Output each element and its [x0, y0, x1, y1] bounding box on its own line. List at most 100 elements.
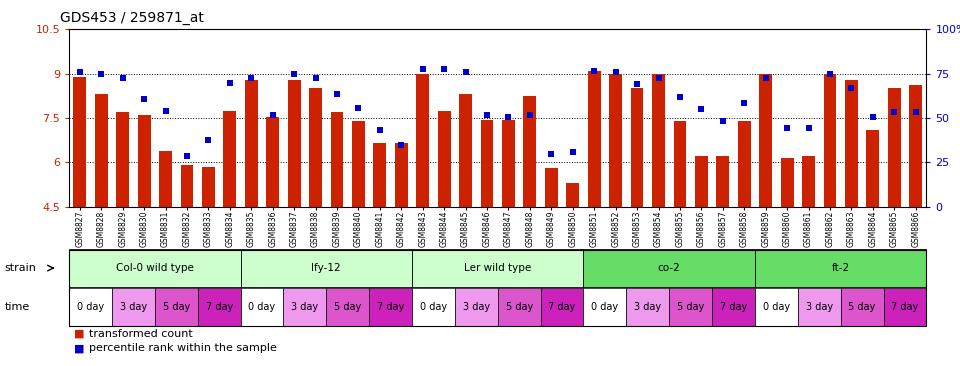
Point — [372, 127, 388, 133]
Bar — [845, 79, 858, 207]
Text: 3 day: 3 day — [291, 302, 319, 312]
Bar — [780, 158, 794, 207]
Text: 5 day: 5 day — [334, 302, 361, 312]
Point — [437, 66, 452, 72]
Point — [244, 75, 259, 81]
Text: 7 day: 7 day — [891, 302, 919, 312]
Bar — [459, 94, 472, 207]
Point — [222, 80, 237, 86]
Point — [501, 113, 516, 119]
Text: 5 day: 5 day — [677, 302, 705, 312]
Point — [394, 142, 409, 147]
Text: 5 day: 5 day — [506, 302, 533, 312]
Bar — [352, 121, 365, 207]
Text: 0 day: 0 day — [420, 302, 447, 312]
Text: 5 day: 5 day — [162, 302, 190, 312]
Point — [823, 71, 838, 76]
Point — [844, 86, 859, 92]
Point — [350, 105, 366, 111]
Text: 0 day: 0 day — [763, 302, 790, 312]
Point — [736, 100, 752, 106]
Point — [801, 126, 816, 131]
Point — [136, 96, 152, 102]
Bar — [866, 130, 879, 207]
Bar — [738, 121, 751, 207]
Point — [308, 75, 324, 81]
Text: ft-2: ft-2 — [831, 263, 850, 273]
Bar — [438, 111, 450, 207]
Bar — [674, 121, 686, 207]
Bar — [395, 143, 408, 207]
Text: 0 day: 0 day — [249, 302, 276, 312]
Bar — [116, 112, 130, 207]
Bar — [888, 89, 900, 207]
Bar — [417, 74, 429, 207]
Text: lfy-12: lfy-12 — [311, 263, 341, 273]
Text: 3 day: 3 day — [120, 302, 147, 312]
Text: 3 day: 3 day — [805, 302, 833, 312]
Point — [201, 137, 216, 143]
Text: 3 day: 3 day — [635, 302, 661, 312]
Point — [522, 112, 538, 118]
Point — [157, 108, 173, 113]
Point — [865, 113, 880, 119]
Text: Ler wild type: Ler wild type — [464, 263, 532, 273]
Text: 0 day: 0 day — [591, 302, 618, 312]
Point — [587, 68, 602, 74]
Point — [72, 69, 87, 75]
Point — [543, 151, 559, 157]
Bar — [95, 94, 108, 207]
Point — [887, 109, 902, 115]
Bar — [245, 79, 257, 207]
Bar — [652, 74, 665, 207]
Point — [415, 66, 430, 72]
Text: ■: ■ — [74, 329, 84, 339]
Text: percentile rank within the sample: percentile rank within the sample — [89, 343, 277, 354]
Text: 3 day: 3 day — [463, 302, 490, 312]
Bar — [309, 89, 322, 207]
Bar — [502, 120, 515, 207]
Text: 5 day: 5 day — [849, 302, 876, 312]
Bar — [288, 79, 300, 207]
Point — [780, 126, 795, 131]
Bar — [610, 74, 622, 207]
Bar — [909, 86, 923, 207]
Bar — [759, 74, 772, 207]
Point — [715, 118, 731, 124]
Text: 7 day: 7 day — [205, 302, 232, 312]
Text: 7 day: 7 day — [377, 302, 404, 312]
Bar — [224, 111, 236, 207]
Bar — [481, 120, 493, 207]
Point — [286, 71, 301, 76]
Text: GDS453 / 259871_at: GDS453 / 259871_at — [60, 11, 204, 25]
Point — [672, 94, 687, 100]
Text: time: time — [5, 302, 30, 312]
Bar — [73, 76, 86, 207]
Point — [115, 75, 131, 81]
Point — [180, 154, 195, 160]
Point — [479, 112, 494, 118]
Point — [651, 75, 666, 81]
Point — [265, 112, 280, 118]
Text: ■: ■ — [74, 343, 84, 354]
Point — [329, 92, 345, 97]
Bar — [566, 183, 579, 207]
Text: 7 day: 7 day — [548, 302, 576, 312]
Bar — [716, 157, 730, 207]
Point — [93, 71, 108, 76]
Bar — [824, 74, 836, 207]
Bar — [523, 96, 537, 207]
Bar — [631, 89, 643, 207]
Point — [908, 109, 924, 115]
Bar — [545, 168, 558, 207]
Bar — [330, 112, 344, 207]
Text: co-2: co-2 — [658, 263, 681, 273]
Bar — [180, 165, 193, 207]
Point — [608, 69, 623, 75]
Point — [630, 81, 645, 87]
Bar — [588, 71, 601, 207]
Text: 7 day: 7 day — [720, 302, 747, 312]
Bar — [803, 157, 815, 207]
Text: transformed count: transformed count — [89, 329, 193, 339]
Point — [458, 69, 473, 75]
